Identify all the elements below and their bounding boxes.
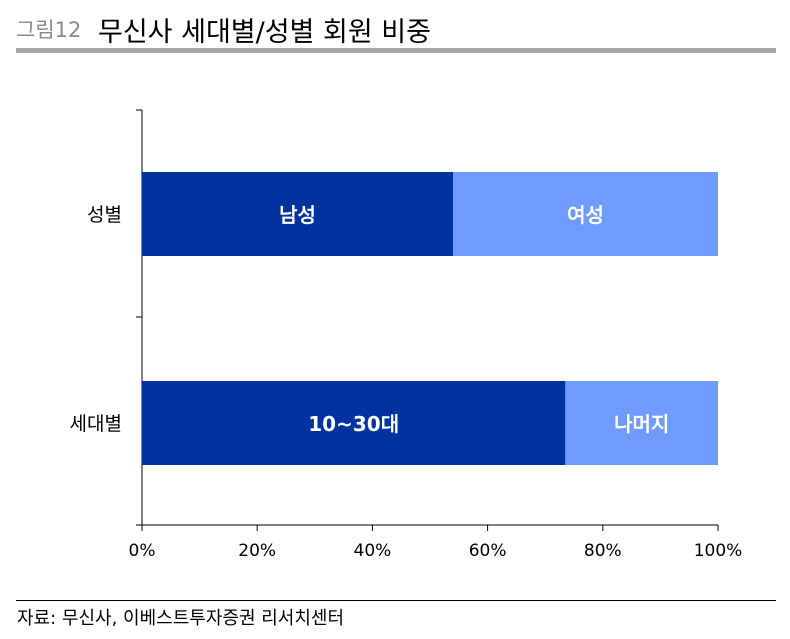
x-tick-label: 60% <box>469 541 507 561</box>
category-label: 성별 <box>87 204 122 226</box>
header-rule <box>16 48 776 53</box>
x-tick-label: 40% <box>354 541 392 561</box>
x-tick-label: 20% <box>238 541 276 561</box>
bar-segment-label: 나머지 <box>614 412 669 436</box>
bar-segment <box>142 172 454 256</box>
figure-header: 그림12 무신사 세대별/성별 회원 비중 <box>16 8 776 52</box>
footer-rule <box>16 600 776 601</box>
bar-segment-label: 남성 <box>279 203 316 227</box>
category-label: 세대별 <box>70 413 122 435</box>
figure-label: 그림12 <box>16 18 82 42</box>
x-tick-label: 100% <box>694 541 743 561</box>
x-tick-label: 80% <box>584 541 622 561</box>
bar-segment <box>453 172 718 256</box>
x-tick-label: 0% <box>129 541 156 561</box>
bar-segment <box>565 381 718 465</box>
figure-title: 무신사 세대별/성별 회원 비중 <box>98 17 431 48</box>
bar-segment-label: 여성 <box>567 203 604 227</box>
bar-segment-label: 10~30대 <box>308 412 399 436</box>
bar-segment <box>142 381 566 465</box>
source-note: 자료: 무신사, 이베스트투자증권 리서치센터 <box>17 608 345 629</box>
